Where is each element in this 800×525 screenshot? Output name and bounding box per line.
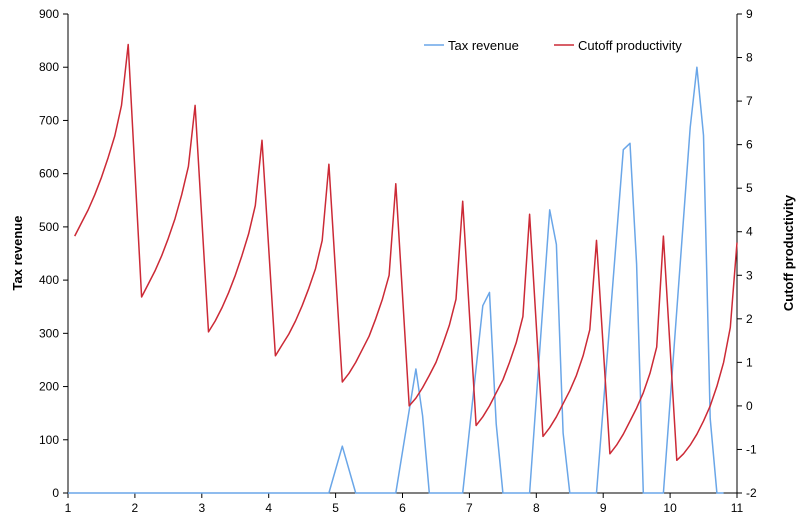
left-tick-label: 100 bbox=[39, 433, 59, 447]
left-tick-label: 900 bbox=[39, 7, 59, 21]
right-tick-label: 0 bbox=[746, 399, 753, 413]
right-axis-title: Cutoff productivity bbox=[781, 194, 796, 311]
x-tick-label: 3 bbox=[198, 501, 205, 515]
right-tick-label: -2 bbox=[746, 486, 757, 500]
x-tick-label: 5 bbox=[332, 501, 339, 515]
series-line-tax-revenue bbox=[68, 66, 724, 494]
right-tick-label: 1 bbox=[746, 355, 753, 369]
x-tick-label: 4 bbox=[265, 501, 272, 515]
x-tick-label: 7 bbox=[466, 501, 473, 515]
right-tick-label: 4 bbox=[746, 225, 753, 239]
legend-label-cutoff-productivity: Cutoff productivity bbox=[578, 38, 682, 53]
series-line-cutoff-productivity bbox=[74, 43, 738, 462]
left-tick-label: 0 bbox=[52, 486, 59, 500]
right-tick-label: 5 bbox=[746, 181, 753, 195]
x-axis-ticks: 1 2 3 4 5 6 7 8 9 10 11 bbox=[65, 493, 744, 515]
left-axis-title: Tax revenue bbox=[10, 216, 25, 291]
x-tick-label: 9 bbox=[600, 501, 607, 515]
left-tick-label: 700 bbox=[39, 113, 59, 127]
right-tick-label: 9 bbox=[746, 7, 753, 21]
left-tick-label: 500 bbox=[39, 220, 59, 234]
x-tick-label: 8 bbox=[533, 501, 540, 515]
x-tick-label: 10 bbox=[663, 501, 677, 515]
series-layer bbox=[68, 43, 738, 494]
left-tick-label: 200 bbox=[39, 380, 59, 394]
right-tick-label: 7 bbox=[746, 94, 753, 108]
left-tick-label: 600 bbox=[39, 167, 59, 181]
right-tick-label: 6 bbox=[746, 138, 753, 152]
left-tick-label: 400 bbox=[39, 273, 59, 287]
left-tick-label: 300 bbox=[39, 326, 59, 340]
right-tick-label: 8 bbox=[746, 51, 753, 65]
x-tick-label: 2 bbox=[132, 501, 139, 515]
legend: Tax revenue Cutoff productivity bbox=[424, 38, 682, 53]
left-axis-ticks: 0 100 200 300 400 500 600 700 800 900 bbox=[39, 7, 68, 500]
right-axis-ticks: -2 -1 0 1 2 3 4 5 6 7 8 9 bbox=[737, 7, 757, 500]
left-tick-label: 800 bbox=[39, 60, 59, 74]
x-tick-label: 11 bbox=[731, 501, 744, 515]
right-tick-label: 2 bbox=[746, 312, 753, 326]
right-tick-label: -1 bbox=[746, 442, 757, 456]
x-tick-label: 6 bbox=[399, 501, 406, 515]
right-tick-label: 3 bbox=[746, 268, 753, 282]
legend-label-tax-revenue: Tax revenue bbox=[448, 38, 519, 53]
x-tick-label: 1 bbox=[65, 501, 72, 515]
